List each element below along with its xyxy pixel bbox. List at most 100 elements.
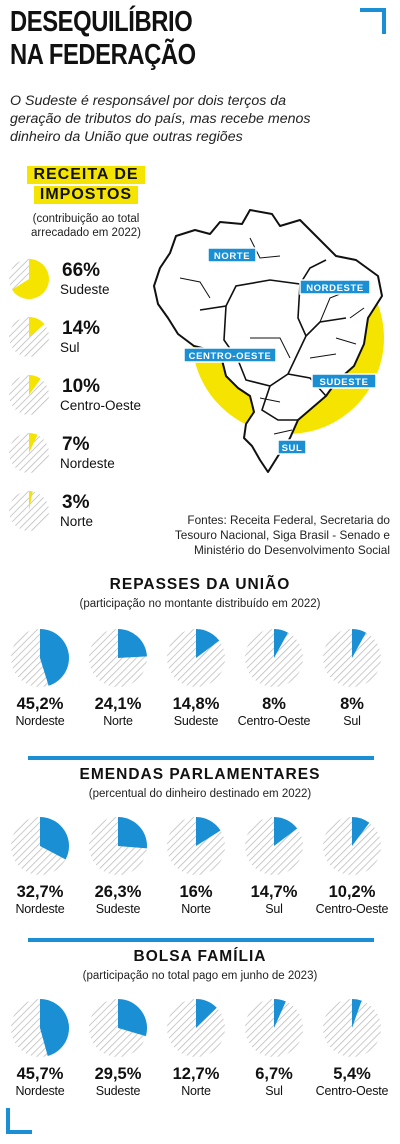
repasses-norte-pie <box>89 629 147 687</box>
receita-sudeste-pie-slice <box>12 259 49 299</box>
map-label-norte: NORTE <box>207 247 257 263</box>
receita-item-sudeste: 66% Sudeste <box>8 258 158 310</box>
emendas-value-sudeste: 26,3% <box>94 883 142 901</box>
repasses-title: REPASSES DA UNIÃO <box>109 576 291 593</box>
bolsa-centro-oeste-pie <box>323 999 381 1057</box>
repasses-sul-pie-slice <box>352 629 366 658</box>
emendas-sul-pie-slice <box>274 817 298 846</box>
svg-text:NORTE: NORTE <box>214 251 250 262</box>
repasses-value-sul: 8% <box>340 695 364 713</box>
emendas-nordeste-pie <box>11 817 69 875</box>
corner-mark-top-right <box>360 8 386 34</box>
bolsa-centro-oeste-pie-slice <box>352 999 362 1028</box>
emendas-value-norte: 16% <box>179 883 213 901</box>
repasses-centro-oeste-pie <box>245 629 303 687</box>
receita-value-sul: 14% <box>62 318 101 339</box>
receita-value-sudeste: 66% <box>62 260 101 281</box>
region-border-sudeste <box>261 373 327 421</box>
bolsa-item-centro-oeste: 5,4% Centro-Oeste <box>315 998 389 1099</box>
bolsa-value-norte: 12,7% <box>172 1065 220 1083</box>
page-subtitle: O Sudeste é responsável por dois terços … <box>10 93 311 145</box>
sources-note: Fontes: Receita Federal, Secretaria do T… <box>174 513 390 557</box>
bolsa-item-norte: 12,7% Norte <box>159 998 233 1099</box>
emendas-region-sul: Sul <box>265 902 283 916</box>
bolsa-title: BOLSA FAMÍLIA <box>133 948 267 965</box>
repasses-item-norte: 24,1% Norte <box>81 628 155 729</box>
emendas-centro-oeste-pie-slice <box>352 817 370 846</box>
receita-item-nordeste: 7% Nordeste <box>8 432 158 484</box>
repasses-item-centro-oeste: 8% Centro-Oeste <box>237 628 311 729</box>
receita-sudeste-pie <box>9 259 49 299</box>
receita-label-line-1: RECEITA DE <box>27 166 145 184</box>
receita-norte-pie <box>9 491 49 531</box>
bolsa-item-nordeste: 45,7% Nordeste <box>3 998 77 1099</box>
emendas-value-sul: 14,7% <box>250 883 298 901</box>
repasses-nordeste-pie <box>11 629 69 687</box>
svg-text:NORDESTE: NORDESTE <box>306 283 364 294</box>
repasses-region-sudeste: Sudeste <box>173 714 219 728</box>
bolsa-norte-pie <box>167 999 225 1057</box>
receita-region-sudeste: Sudeste <box>60 282 110 297</box>
receita-sul-pie-slice <box>29 317 45 337</box>
map-label-sul: SUL <box>277 439 307 455</box>
section-divider <box>28 938 374 942</box>
page-title: DESEQUILÍBRIO NA FEDERAÇÃO <box>10 6 196 72</box>
receita-region-centro-oeste: Centro-Oeste <box>60 398 142 413</box>
map-label-nordeste: NORDESTE <box>299 279 371 295</box>
emendas-nordeste-pie-slice <box>40 817 69 860</box>
bolsa-sul-pie-slice <box>274 999 286 1028</box>
bolsa-region-sul: Sul <box>265 1084 283 1098</box>
title-line-1: DESEQUILÍBRIO <box>10 6 193 38</box>
receita-sul-pie <box>9 317 49 357</box>
receita-label-line-2: IMPOSTOS <box>33 186 139 204</box>
receita-region-nordeste: Nordeste <box>60 456 115 471</box>
corner-mark-bottom-left <box>6 1108 32 1134</box>
map-label-centro-oeste: CENTRO-OESTE <box>183 347 277 363</box>
state-borders <box>179 237 365 435</box>
receita-centro-oeste-pie <box>9 375 49 415</box>
bolsa-subtitle: (participação no total pago em junho de … <box>82 970 318 982</box>
brazil-outline <box>153 209 383 473</box>
bolsa-nordeste-pie-slice <box>40 999 70 1056</box>
repasses-region-norte: Norte <box>103 714 133 728</box>
brazil-map: NORTE NORDESTE CENTRO-OESTE SUDESTE SUL <box>153 209 384 473</box>
repasses-subtitle: (participação no montante distribuído em… <box>79 598 321 610</box>
receita-item-centro-oeste: 10% Centro-Oeste <box>8 374 158 426</box>
repasses-value-nordeste: 45,2% <box>16 695 64 713</box>
title-line-2: NA FEDERAÇÃO <box>10 39 196 71</box>
emendas-region-nordeste: Nordeste <box>15 902 65 916</box>
repasses-value-centro-oeste: 8% <box>262 695 286 713</box>
bolsa-item-sul: 6,7% Sul <box>237 998 311 1099</box>
emendas-item-centro-oeste: 10,2% Centro-Oeste <box>315 816 389 917</box>
receita-region-sul: Sul <box>60 340 80 355</box>
bolsa-region-sudeste: Sudeste <box>95 1084 141 1098</box>
emendas-item-sul: 14,7% Sul <box>237 816 311 917</box>
receita-region-norte: Norte <box>60 514 94 529</box>
emendas-title: EMENDAS PARLAMENTARES <box>79 766 321 783</box>
bolsa-sudeste-pie <box>89 999 148 1057</box>
bolsa-sudeste-pie-slice <box>118 999 148 1037</box>
repasses-sudeste-pie <box>167 629 225 687</box>
svg-text:SUDESTE: SUDESTE <box>319 377 368 388</box>
bolsa-sul-pie <box>245 999 303 1057</box>
receita-value-norte: 3% <box>62 492 90 513</box>
emendas-region-centro-oeste: Centro-Oeste <box>315 902 389 916</box>
emendas-item-nordeste: 32,7% Nordeste <box>3 816 77 917</box>
bolsa-region-norte: Norte <box>181 1084 211 1098</box>
receita-item-sul: 14% Sul <box>8 316 158 368</box>
emendas-value-centro-oeste: 10,2% <box>328 883 376 901</box>
bolsa-value-sudeste: 29,5% <box>94 1065 142 1083</box>
receita-header: RECEITA DE IMPOSTOS (contribuição ao tot… <box>10 166 162 240</box>
receita-subtitle: (contribuição ao total arrecadado em 202… <box>31 213 141 239</box>
map-label-sudeste: SUDESTE <box>311 373 377 389</box>
repasses-region-centro-oeste: Centro-Oeste <box>237 714 311 728</box>
bolsa-norte-pie-slice <box>196 999 217 1028</box>
receita-nordeste-pie <box>9 433 49 473</box>
bolsa-value-nordeste: 45,7% <box>16 1065 64 1083</box>
repasses-item-sul: 8% Sul <box>315 628 389 729</box>
emendas-item-norte: 16% Norte <box>159 816 233 917</box>
bolsa-region-nordeste: Nordeste <box>15 1084 65 1098</box>
bolsa-value-sul: 6,7% <box>255 1065 293 1083</box>
emendas-region-norte: Norte <box>181 902 211 916</box>
emendas-subtitle: (percentual do dinheiro destinado em 202… <box>88 788 312 800</box>
